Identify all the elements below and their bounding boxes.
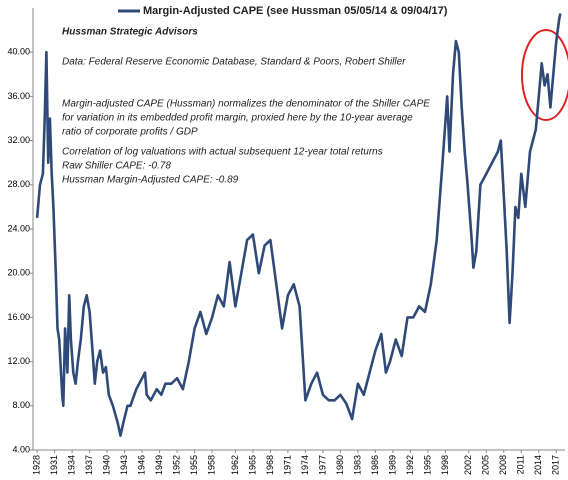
x-tick-label: 1958 <box>206 455 216 475</box>
y-tick-label: 28.00 <box>7 179 30 189</box>
x-tick-label: 1940 <box>101 455 111 475</box>
x-tick-label: 1983 <box>352 455 362 475</box>
y-tick-label: 36.00 <box>7 91 30 101</box>
x-tick-label: 1962 <box>230 455 240 475</box>
x-tick-label: 2005 <box>481 455 491 475</box>
x-tick-label: 1949 <box>154 455 164 475</box>
y-tick-label: 20.00 <box>7 268 30 278</box>
x-tick-label: 2008 <box>498 455 508 475</box>
x-tick-label: 1989 <box>387 455 397 475</box>
x-tick-label: 1955 <box>189 455 199 475</box>
x-tick-label: 1995 <box>422 455 432 475</box>
annotation: ratio of corporate profits / GDP <box>62 127 198 138</box>
x-tick-label: 1965 <box>247 455 257 475</box>
x-tick-label: 1937 <box>84 455 94 475</box>
y-tick-label: 24.00 <box>7 223 30 233</box>
annotation: Hussman Margin-Adjusted CAPE: -0.89 <box>62 175 239 186</box>
x-tick-label: 2002 <box>463 455 473 475</box>
highlight-ellipse <box>521 29 568 121</box>
annotation: Margin-adjusted CAPE (Hussman) normalize… <box>62 99 430 110</box>
x-tick-label: 1943 <box>119 455 129 475</box>
annotation: for variation in its embedded profit mar… <box>62 113 413 124</box>
annotation: Data: Federal Reserve Economic Database,… <box>62 57 406 68</box>
y-tick-label: 32.00 <box>7 135 30 145</box>
y-tick-label: 16.00 <box>7 312 30 322</box>
x-tick-label: 1992 <box>405 455 415 475</box>
annotation: Raw Shiller CAPE: -0.78 <box>62 161 171 172</box>
x-tick-label: 1931 <box>49 455 59 475</box>
x-tick-label: 2017 <box>551 455 561 475</box>
legend-label: Margin-Adjusted CAPE (see Hussman 05/05/… <box>143 5 448 17</box>
y-tick-label: 12.00 <box>7 356 30 366</box>
x-tick-label: 1946 <box>136 455 146 475</box>
x-tick-label: 2011 <box>516 455 526 474</box>
x-tick-label: 1998 <box>440 455 450 475</box>
x-tick-label: 1928 <box>31 455 41 475</box>
x-tick-label: 1980 <box>335 455 345 475</box>
y-tick-label: 40.00 <box>7 47 30 57</box>
annotation: Correlation of log valuations with actua… <box>62 147 383 158</box>
x-tick-label: 1934 <box>66 455 76 475</box>
y-tick-label: 8.00 <box>12 400 30 410</box>
x-tick-label: 2014 <box>533 455 543 475</box>
x-tick-label: 1977 <box>317 455 327 475</box>
x-tick-label: 1974 <box>300 455 310 475</box>
x-tick-label: 1986 <box>370 455 380 475</box>
data-line <box>35 13 562 437</box>
x-tick-label: 1971 <box>282 455 292 475</box>
annotation: Hussman Strategic Advisors <box>62 27 198 38</box>
y-tick-label: 4.00 <box>12 444 30 454</box>
x-tick-label: 1952 <box>171 455 181 475</box>
x-tick-label: 1968 <box>265 455 275 475</box>
